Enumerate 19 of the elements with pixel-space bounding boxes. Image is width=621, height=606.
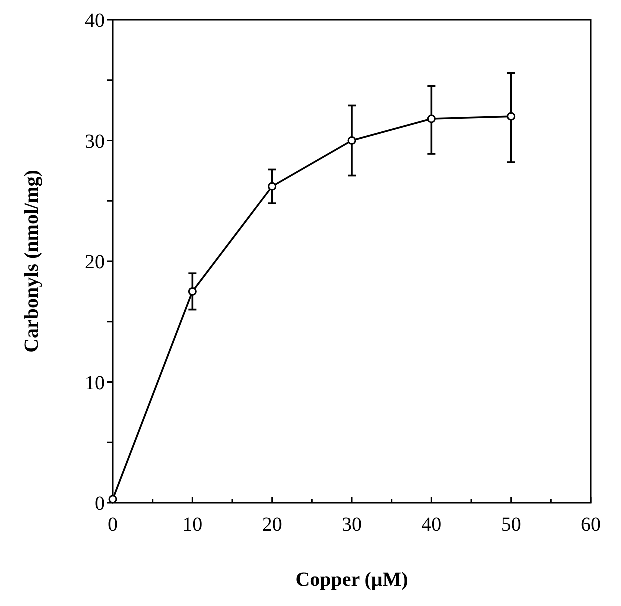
x-tick-label: 60	[581, 514, 601, 536]
x-axis-title: Copper (μM)	[296, 569, 408, 591]
point	[427, 114, 436, 124]
y-tick-label: 0	[95, 493, 105, 515]
point	[507, 112, 516, 121]
point	[108, 495, 118, 504]
y-tick-label: 10	[85, 372, 105, 394]
y-tick-label: 40	[85, 10, 105, 32]
x-tick-label: 30	[342, 514, 362, 536]
point	[188, 287, 197, 296]
x-tick-label: 20	[262, 514, 282, 536]
x-tick-label: 50	[501, 514, 522, 536]
point	[268, 182, 277, 191]
y-axis-title: Carbonyls (nmol/mg)	[21, 170, 43, 353]
x-tick-label: 10	[182, 514, 203, 536]
y-tick-label: 30	[85, 130, 105, 153]
point	[348, 136, 356, 145]
y-tick-label: 20	[85, 252, 105, 274]
x-tick-label: 40	[422, 514, 442, 536]
